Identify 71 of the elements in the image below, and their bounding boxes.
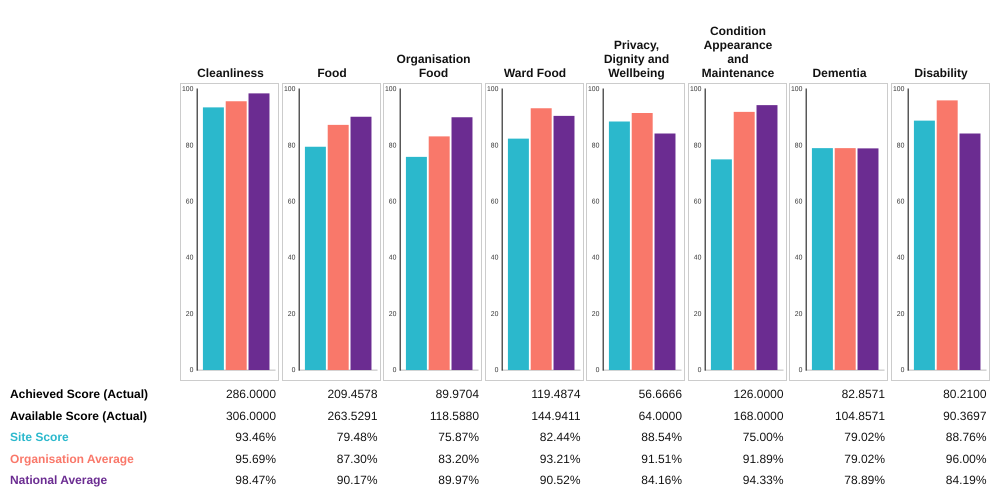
- text: Organisation Average: [10, 450, 134, 468]
- text: 93.21%: [538, 450, 580, 468]
- text: Site Score: [10, 429, 69, 446]
- text: 84.19%: [944, 472, 986, 489]
- bar: [304, 146, 326, 370]
- bar: [406, 156, 427, 370]
- text: 78.89%: [843, 472, 885, 489]
- text: 91.89%: [742, 450, 784, 468]
- chart-title: Food: [316, 66, 348, 80]
- bar: [608, 121, 630, 370]
- text: 56.6666: [638, 386, 682, 403]
- text: 87.30%: [336, 450, 378, 468]
- text: 89.9704: [434, 386, 479, 403]
- bar: [756, 105, 777, 370]
- bar: [632, 113, 653, 370]
- text: National Average: [10, 472, 108, 489]
- text: 118.5880: [428, 408, 479, 424]
- text: 168.0000: [732, 408, 784, 424]
- text: 79.48%: [336, 429, 378, 446]
- text: 90.52%: [538, 472, 580, 489]
- chart-title: Cleanliness: [196, 66, 265, 80]
- chart-title: Ward Food: [502, 66, 568, 80]
- chart-title: Dementia: [811, 66, 868, 80]
- text: 91.51%: [640, 450, 682, 468]
- text: 93.46%: [234, 429, 276, 446]
- chart-title: Privacy, Dignity and Wellbeing: [602, 38, 670, 80]
- text: 89.97%: [437, 472, 479, 489]
- text: 95.69%: [234, 450, 276, 468]
- text: 75.00%: [742, 429, 784, 446]
- text: 98.47%: [234, 472, 276, 489]
- text: 88.76%: [944, 429, 986, 446]
- text: 144.9411: [530, 408, 580, 424]
- text: 94.33%: [742, 472, 784, 489]
- text: 79.02%: [843, 429, 885, 446]
- text: 104.8571: [834, 408, 885, 424]
- text: 75.87%: [437, 429, 479, 446]
- text: Achieved Score (Actual): [10, 386, 148, 403]
- bar: [530, 108, 552, 370]
- text: 64.0000: [638, 408, 682, 424]
- text: 79.02%: [843, 450, 885, 468]
- bar: [452, 117, 472, 370]
- bar: [654, 134, 676, 370]
- text: 286.0000: [224, 386, 276, 403]
- text: 83.20%: [437, 450, 479, 468]
- bar: [553, 116, 574, 370]
- text: 84.16%: [640, 472, 682, 489]
- bar: [710, 159, 732, 370]
- chart-title: Condition Appearance and Maintenance: [700, 24, 776, 80]
- text: 80.2100: [942, 386, 986, 403]
- bar: [350, 116, 371, 370]
- text: 119.4874: [530, 386, 580, 403]
- chart-title: Organisation Food: [395, 52, 472, 80]
- text: 90.3697: [942, 408, 986, 424]
- text: 126.0000: [732, 386, 784, 403]
- text: 306.0000: [224, 408, 276, 424]
- text: 263.5291: [326, 408, 378, 424]
- chart-title: Disability: [913, 66, 969, 80]
- bar: [733, 112, 754, 370]
- text: 82.8571: [840, 386, 885, 403]
- text: 209.4578: [326, 386, 378, 403]
- bar: [248, 93, 270, 370]
- bar: [327, 124, 348, 370]
- bar: [202, 107, 224, 370]
- text: 88.54%: [640, 429, 682, 446]
- text: 82.44%: [538, 429, 580, 446]
- bar: [507, 138, 528, 370]
- bar: [428, 136, 450, 370]
- text: 96.00%: [944, 450, 986, 468]
- text: Available Score (Actual): [10, 408, 147, 424]
- bar: [226, 101, 247, 370]
- text: 90.17%: [336, 472, 378, 489]
